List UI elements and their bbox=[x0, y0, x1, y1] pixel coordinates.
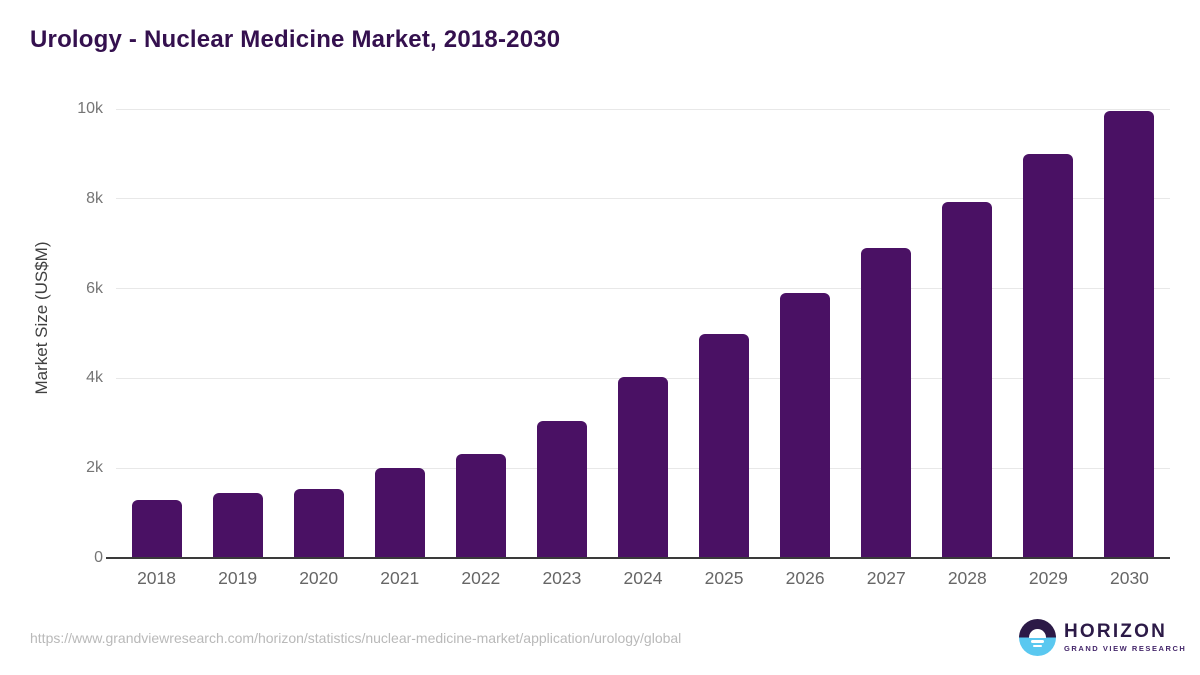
plot-area bbox=[116, 108, 1170, 558]
x-axis-line bbox=[106, 557, 1170, 559]
bar-2023 bbox=[536, 420, 587, 558]
bar-2026 bbox=[780, 292, 831, 558]
x-tick-label-2022: 2022 bbox=[461, 568, 501, 588]
bar-2030 bbox=[1104, 111, 1155, 558]
logo-text-block: HORIZON GRAND VIEW RESEARCH bbox=[1064, 622, 1186, 653]
y-tick-label-4k: 4k bbox=[86, 369, 103, 387]
y-tick-label-8k: 8k bbox=[86, 189, 103, 207]
gridline-10k bbox=[116, 108, 1170, 110]
x-tick-label-2019: 2019 bbox=[218, 568, 258, 588]
logo-subtitle: GRAND VIEW RESEARCH bbox=[1064, 644, 1187, 653]
bar-2022 bbox=[455, 454, 506, 558]
reflection-line-1 bbox=[1031, 640, 1044, 643]
logo-title: HORIZON bbox=[1064, 621, 1168, 642]
bar-2027 bbox=[861, 248, 912, 558]
bar-2025 bbox=[699, 333, 750, 558]
x-tick-label-2027: 2027 bbox=[866, 568, 906, 588]
gridline-8k bbox=[116, 198, 1170, 200]
sun-dome-shape bbox=[1029, 629, 1046, 638]
y-tick-label-0: 0 bbox=[94, 549, 103, 566]
x-tick-label-2026: 2026 bbox=[785, 568, 825, 588]
bar-2024 bbox=[618, 377, 668, 558]
bar-2029 bbox=[1023, 154, 1074, 558]
x-tick-label-2030: 2030 bbox=[1109, 568, 1149, 588]
x-tick-label-2029: 2029 bbox=[1028, 568, 1068, 588]
y-tick-label-10k: 10k bbox=[77, 100, 103, 117]
x-tick-label-2024: 2024 bbox=[623, 568, 663, 588]
reflection-line-2 bbox=[1033, 644, 1042, 647]
source-url: https://www.grandviewresearch.com/horizo… bbox=[30, 630, 682, 646]
x-tick-label-2018: 2018 bbox=[137, 568, 176, 588]
y-tick-label-6k: 6k bbox=[86, 279, 103, 297]
horizon-logo: HORIZON GRAND VIEW RESEARCH bbox=[1019, 619, 1186, 656]
bar-2021 bbox=[374, 468, 425, 558]
y-tick-label-2k: 2k bbox=[86, 459, 103, 477]
bar-2020 bbox=[293, 488, 344, 558]
chart-title: Urology - Nuclear Medicine Market, 2018-… bbox=[30, 26, 561, 53]
bar-2019 bbox=[212, 492, 263, 558]
gridline-6k bbox=[116, 288, 1170, 290]
horizon-sunrise-circle-icon bbox=[1019, 619, 1056, 656]
bar-2028 bbox=[942, 202, 993, 558]
x-axis-tick-labels: 2018 2019 2020 2021 2022 2023 2024 2025 2026 2027… bbox=[116, 568, 1170, 592]
x-tick-label-2021: 2021 bbox=[380, 568, 420, 588]
bar-2018 bbox=[131, 500, 182, 558]
x-tick-label-2023: 2023 bbox=[542, 568, 582, 588]
y-axis-tick-labels: 0 2k 4k 6k 8k 10k bbox=[0, 100, 103, 566]
x-tick-label-2025: 2025 bbox=[704, 568, 744, 588]
x-tick-label-2028: 2028 bbox=[947, 568, 987, 588]
x-tick-label-2020: 2020 bbox=[299, 568, 339, 588]
